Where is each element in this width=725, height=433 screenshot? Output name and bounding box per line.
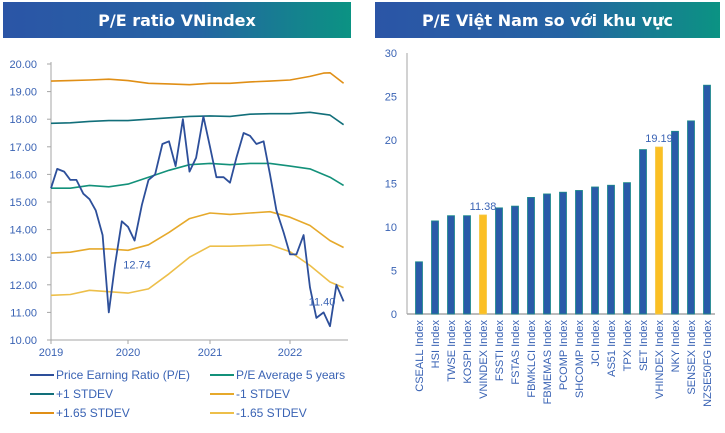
series-line-1-65-stdev	[50, 72, 345, 86]
legend-item: +1.65 STDEV	[30, 406, 130, 420]
y-tick-label: 25	[385, 92, 397, 104]
y-tick-label: 10.00	[9, 335, 37, 347]
bar-vnindex-index	[479, 214, 487, 315]
y-tick-label: 5	[391, 266, 397, 278]
legend-label: +1 STDEV	[56, 387, 114, 401]
y-tick-label: 20	[385, 135, 397, 147]
legend-label: -1.65 STDEV	[236, 406, 307, 420]
x-tick-label: NKY Index	[670, 320, 682, 373]
x-tick-label: 2021	[198, 347, 222, 359]
series-line-1-65-stdev	[50, 244, 344, 297]
legend-swatch	[30, 393, 54, 395]
legend-label: +1.65 STDEV	[56, 406, 130, 420]
bar-hsi-index	[431, 220, 439, 315]
bar-vhindex-index	[655, 146, 663, 315]
y-tick-label: 16.00	[9, 169, 37, 181]
y-tick-label: 10	[385, 222, 397, 234]
x-tick-label: CSEALL Index	[414, 320, 426, 392]
bar-cseall-index	[415, 261, 423, 315]
legend-item: -1 STDEV	[210, 387, 290, 401]
x-tick-label: JCI Index	[590, 320, 602, 367]
y-tick-label: 30	[385, 48, 397, 60]
series-line-p-e-average-5-years	[51, 162, 345, 189]
y-tick-label: 15	[385, 179, 397, 191]
legend-label: -1 STDEV	[236, 387, 291, 401]
x-tick-label: VHINDEX Index	[654, 320, 666, 399]
x-tick-label: FBMEMAS Index	[542, 320, 554, 405]
legend-item: P/E Average 5 years	[210, 368, 345, 382]
data-label: 11.40	[309, 296, 336, 308]
bar-sensex-index	[687, 120, 695, 315]
x-tick-label: 2020	[116, 347, 140, 359]
data-label: 19.19	[645, 133, 673, 145]
bar-fstas-index	[511, 205, 519, 315]
bar-shcomp-index	[575, 190, 583, 315]
y-tick-label: 11.00	[10, 307, 37, 319]
x-tick-label: HSI Index	[430, 320, 442, 369]
bar-tpx-index	[623, 182, 631, 315]
y-tick-label: 19.00	[9, 87, 37, 99]
y-tick-label: 18.00	[9, 114, 37, 126]
x-tick-label: TPX Index	[622, 320, 634, 372]
bar-kospi-index	[463, 215, 471, 315]
legend-label: Price Earning Ratio (P/E)	[56, 368, 191, 382]
series-line-1-stdev	[50, 210, 344, 254]
legend-item: +1 STDEV	[30, 387, 113, 401]
pe-vnindex-line-chart: 10.00 11.00 12.00 13.00 14.00 15.00 16.00 17.00…	[9, 59, 348, 359]
x-tick-label: AS51 Index	[606, 320, 618, 377]
legend-label: P/E Average 5 years	[236, 368, 346, 382]
x-tick-label: KOSPI Index	[462, 320, 474, 384]
data-label: 11.38	[470, 201, 497, 213]
y-tick-label: 20.00	[9, 59, 37, 71]
y-tick-label: 13.00	[9, 252, 37, 264]
y-tick-label: 17.00	[9, 142, 37, 154]
bar-nky-index	[671, 130, 679, 315]
x-tick-label: NZSE50FG Index	[702, 320, 714, 407]
bar-twse-index	[447, 215, 455, 315]
x-tick-label: FBMKLCI Index	[526, 320, 538, 398]
data-label: 12.74	[123, 259, 151, 271]
legend-swatch	[30, 374, 54, 376]
bar-pcomp-index	[559, 191, 567, 315]
bar-set-index	[639, 149, 647, 315]
legend-swatch	[30, 412, 54, 414]
legend-swatch	[210, 393, 234, 395]
x-tick-label: SENSEX Index	[686, 320, 698, 395]
left-panel-title: P/E ratio VNindex	[3, 2, 351, 38]
y-tick-label: 14.00	[9, 225, 37, 237]
x-tick-label: FSTAS Index	[510, 320, 522, 385]
series-line-1-stdev	[50, 111, 345, 126]
x-tick-label: FSSTI Index	[494, 320, 506, 382]
bar-fbmklci-index	[527, 197, 535, 315]
series-line-price-earning-ratio-p-e	[50, 115, 345, 328]
x-tick-label: PCOMP Index	[558, 320, 570, 391]
y-tick-label: 15.00	[9, 197, 37, 209]
legend-item: Price Earning Ratio (P/E)	[30, 368, 190, 382]
right-panel-title: P/E Việt Nam so với khu vực	[375, 2, 720, 38]
x-tick-label: SHCOMP Index	[574, 320, 586, 399]
x-tick-label: 2022	[278, 347, 302, 359]
x-tick-label: SET Index	[638, 320, 650, 372]
x-tick-label: 2019	[39, 347, 63, 359]
x-tick-label: VNINDEX Index	[478, 320, 490, 399]
bar-fbmemas-index	[543, 193, 551, 315]
y-tick-label: 0	[391, 309, 397, 321]
bar-jci-index	[591, 186, 599, 315]
bar-nzse50fg-index	[703, 84, 711, 315]
y-tick-label: 12.00	[9, 280, 37, 292]
x-tick-label: TWSE Index	[446, 320, 458, 382]
legend-swatch	[210, 412, 234, 414]
legend-item: -1.65 STDEV	[210, 406, 307, 420]
bar-as51-index	[607, 184, 615, 315]
bar-fssti-index	[495, 207, 503, 315]
legend-swatch	[210, 374, 234, 376]
pe-region-bar-chart: 0 5 10 15 20 25 30 CSEALL Index HSI Index TWSE I…	[385, 48, 715, 407]
